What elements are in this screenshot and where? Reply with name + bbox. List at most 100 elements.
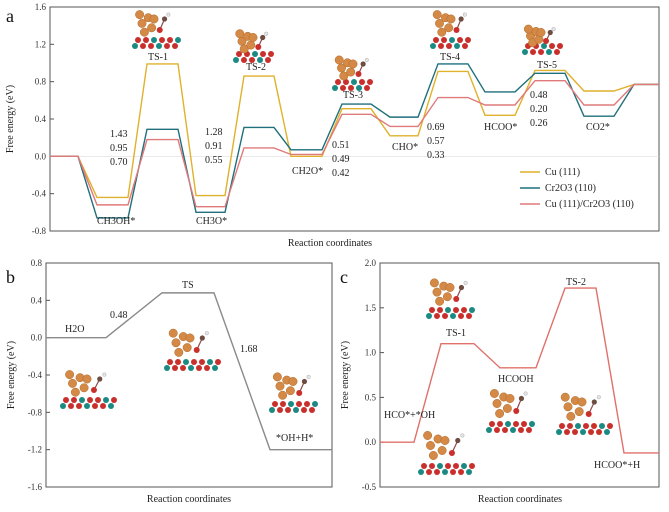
h-atom [462,12,467,17]
slab-atom [437,307,443,313]
h-atom [463,280,468,285]
slab-atom [188,365,194,371]
slab-atom [60,403,66,409]
slab-atom [191,359,197,365]
cu-atom [437,446,447,455]
slab-atom [445,307,451,313]
panel-c-label-hco-oh: HCO*+*OH [384,410,435,421]
slab-atom [304,401,310,407]
h-atom [460,433,465,438]
slab-atom [367,79,373,85]
barrier-ts5-cucr: 0.26 [530,118,548,129]
state-label-ts2: TS-2 [246,62,266,73]
state-label-ts1: TS-1 [148,52,168,63]
series-line-0 [50,63,659,199]
slab-atom [269,407,275,413]
structure-ts2 [233,29,274,63]
slab-atom [442,469,448,475]
slab-atom [172,43,178,49]
cu-atom [563,402,573,412]
cu-atom [432,10,442,20]
ytick-label: 0.4 [31,295,43,305]
structure-c-ts1 [426,278,475,319]
slab-atom [164,365,170,371]
o-atom [296,390,303,396]
c-atom [518,395,525,402]
cu-atom [446,14,456,24]
c-atom [360,61,366,67]
panel-c-ylabel: Free energy (eV) [340,341,351,409]
slab-atom [196,365,202,371]
slab-atom [461,463,467,469]
slab-atom [100,403,106,409]
slab-atom [92,403,98,409]
barrier-ts3-cr2o3: 0.49 [332,154,350,165]
cu-atom [426,441,435,450]
barrier-ts4-cucr: 0.33 [427,150,445,161]
cu-atom [182,343,192,353]
cu-atom [275,381,285,391]
panel-b-barrier-1: 0.48 [110,310,128,321]
slab-atom [530,49,536,55]
panel-a-ylabel: Free energy (eV) [5,85,16,153]
o-atom [453,296,460,302]
ytick-label: 0.0 [365,437,377,447]
ytick-label: 0.0 [31,333,43,343]
slab-atom [575,423,581,429]
slab-atom [466,313,472,319]
ytick-label: -1.2 [28,445,42,455]
slab-atom [183,359,189,365]
o-atom [543,38,550,44]
slab-atom [285,407,291,413]
slab-atom [111,397,117,403]
slab-atom [167,359,173,365]
slab-atom [497,421,503,427]
panel-b-xlabel: Reaction coordinates [147,494,231,505]
ytick-label: 1.0 [365,348,377,358]
cu-atom [168,328,178,338]
slab-atom [546,49,552,55]
state-label-cho: CHO* [392,142,418,153]
h-atom [596,395,601,400]
slab-atom [164,43,170,49]
h-atom [551,27,556,32]
o-atom [193,347,200,353]
slab-atom [204,365,210,371]
h-atom [166,12,171,17]
slab-atom [556,429,562,435]
slab-atom [522,49,528,55]
slab-atom [502,427,508,433]
cu-atom [246,40,256,50]
structure-h2o [60,370,117,409]
slab-atom [442,313,448,319]
slab-atom [332,85,338,91]
cu-atom [492,399,502,408]
state-label-ts3: TS-3 [343,90,363,101]
slab-atom [233,57,239,63]
o-atom [448,450,455,456]
slab-atom [312,401,318,407]
slab-atom [454,43,460,49]
barrier-ts3-cucr: 0.42 [332,168,350,179]
panel-a: a -0.8 -0.4 0.0 0.4 0.8 1.2 1.6 Free energy (e… [5,2,660,249]
slab-atom [591,423,597,429]
slab-atom [538,49,544,55]
barrier-ts4-cr2o3: 0.57 [427,136,445,147]
slab-atom [156,43,162,49]
slab-atom [301,407,307,413]
cu-atom [502,404,512,413]
slab-atom [449,37,455,43]
series-line-2 [50,80,659,208]
panel-b-label-ohh: *OH+H* [276,433,313,444]
cu-atom [440,436,450,445]
slab-atom [433,37,439,43]
o-atom [90,387,97,393]
panel-c-label-ts2: TS-2 [566,277,586,288]
structure-ts4 [430,10,471,49]
slab-atom [148,43,154,49]
cu-atom [536,28,546,37]
o-atom [585,411,592,417]
legend-label-cr2o3: Cr2O3 (110) [545,183,596,194]
slab-atom [596,429,602,435]
